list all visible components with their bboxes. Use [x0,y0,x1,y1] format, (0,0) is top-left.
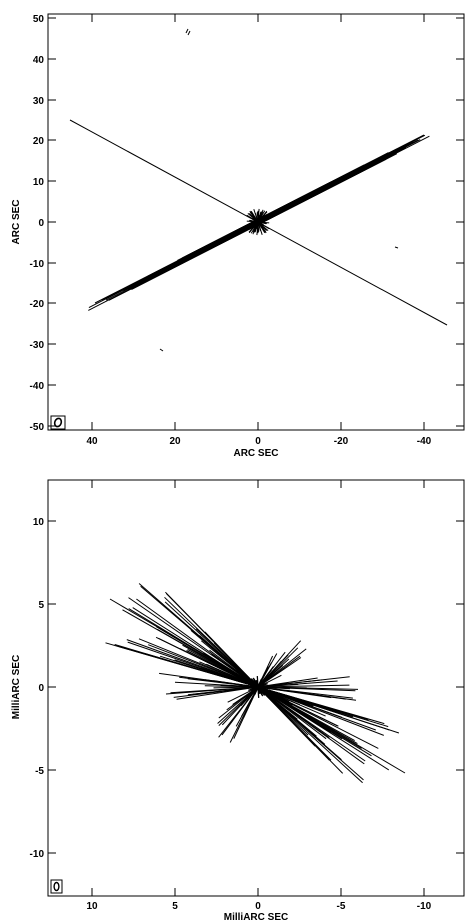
bottom-y-tick-label: 0 [38,683,44,694]
top-y-tick-label: 30 [33,96,45,107]
bottom-y-ticks [48,520,464,854]
vector-segment [139,177,350,286]
vector-segment [220,685,356,692]
vector-segment [209,649,327,740]
bottom-x-tick-label: 5 [172,901,178,912]
vector-segment [219,674,389,728]
top-y-tick-label: -20 [30,299,45,310]
bottom-y-tick-label: -10 [30,849,45,860]
vector-segment [213,684,350,689]
bottom-beam-symbol [50,879,63,894]
bottom-x-ticks [91,480,425,896]
vector-segment [216,657,330,739]
vector-segment [185,28,189,34]
vector-segment [232,657,302,705]
top-x-axis-title: ARC SEC [233,448,278,459]
top-y-tick-label: 40 [33,55,45,66]
vector-segment [218,651,286,738]
vector-segment [248,682,268,692]
vector-segment [231,660,332,761]
vector-segment [140,585,326,745]
bottom-x-tick-labels: 10 5 0 -5 -10 [86,901,431,912]
top-x-tick-label: 20 [169,436,181,447]
top-y-ticks [48,17,464,427]
bottom-y-tick-label: 10 [33,517,45,528]
vector-segment [394,246,399,249]
bottom-y-axis-title: MilliARC SEC [11,655,22,719]
top-y-tick-label: -10 [30,259,45,270]
top-beam-symbol [50,415,66,430]
bottom-x-axis-title: MilliARC SEC [224,912,288,923]
top-y-tick-label: -30 [30,340,45,351]
top-y-tick-label: 10 [33,177,45,188]
top-x-tick-label: -20 [334,436,349,447]
bottom-y-tick-label: -5 [35,766,44,777]
top-x-tick-labels: 40 20 0 -20 -40 [86,436,431,447]
bottom-y-tick-labels: 10 5 0 -5 -10 [30,517,45,860]
top-x-ticks [91,14,425,430]
top-x-tick-label: 0 [255,436,261,447]
top-x-tick-label: 40 [86,436,98,447]
vector-segment [187,30,191,36]
top-y-axis-title: ARC SEC [11,199,22,244]
top-y-tick-label: 0 [38,218,44,229]
top-y-tick-label: 50 [33,14,45,25]
vector-segment [250,215,266,229]
bottom-panel: 10 5 0 -5 -10 10 5 0 -5 -10 MilliARC SEC… [11,479,465,923]
top-y-tick-label: -40 [30,381,45,392]
vector-segment [186,164,365,257]
vector-segment [174,659,400,734]
vector-segment [179,139,421,263]
top-panel: 40 20 0 -20 -40 50 40 30 20 10 0 -10 -20… [11,13,465,459]
vector-segment [164,596,309,736]
bottom-y-tick-label: 5 [38,600,44,611]
vector-segment [186,650,379,749]
bottom-x-tick-label: -10 [417,901,432,912]
top-y-tick-labels: 50 40 30 20 10 0 -10 -20 -30 -40 -50 [30,14,45,433]
top-y-tick-label: 20 [33,136,45,147]
bottom-x-tick-label: 10 [86,901,98,912]
top-y-tick-label: -50 [30,422,45,433]
bottom-x-tick-label: -5 [337,901,346,912]
bottom-plot-frame [47,479,465,897]
bottom-x-tick-label: 0 [255,901,261,912]
vector-segment [159,348,164,352]
bottom-vector-field [105,583,406,784]
top-vector-field [69,28,448,352]
top-x-tick-label: -40 [417,436,432,447]
